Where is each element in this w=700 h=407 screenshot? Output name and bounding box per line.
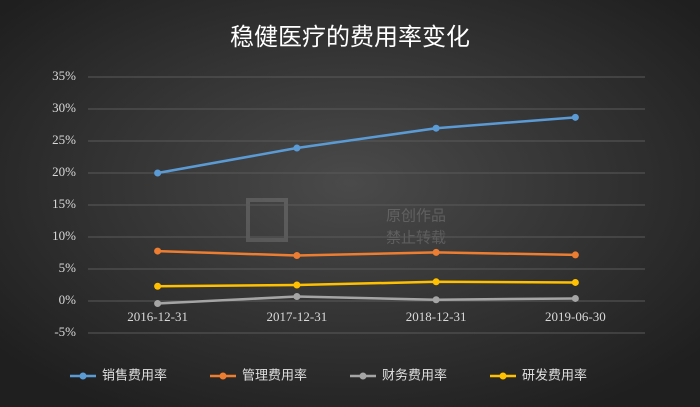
y-tick-label: 15% <box>52 196 76 211</box>
data-point <box>293 293 301 301</box>
y-tick-label: 20% <box>52 164 76 179</box>
x-tick-label: 2017-12-31 <box>267 309 328 324</box>
x-tick-label: 2016-12-31 <box>127 309 188 324</box>
y-tick-label: 10% <box>52 228 76 243</box>
y-tick-label: 35% <box>52 68 76 83</box>
data-point <box>571 294 579 302</box>
legend-swatch-dot <box>79 372 87 380</box>
data-point <box>432 248 440 256</box>
data-point <box>432 124 440 132</box>
data-point <box>293 281 301 289</box>
y-tick-label: 0% <box>59 292 77 307</box>
data-point <box>154 300 162 308</box>
data-point <box>432 278 440 286</box>
data-point <box>432 296 440 304</box>
data-point <box>154 169 162 177</box>
data-point <box>293 144 301 152</box>
y-tick-label: -5% <box>54 324 76 339</box>
watermark-logo <box>246 198 288 242</box>
x-tick-label: 2018-12-31 <box>406 309 467 324</box>
legend-label: 财务费用率 <box>382 368 447 384</box>
y-tick-label: 25% <box>52 132 76 147</box>
y-tick-label: 30% <box>52 100 76 115</box>
legend-label: 管理费用率 <box>242 368 307 384</box>
legend-label: 销售费用率 <box>102 368 167 384</box>
chart-title: 稳健医疗的费用率变化 <box>230 23 470 51</box>
series-line <box>157 116 576 175</box>
watermark-text: 原创作品 <box>386 207 446 225</box>
legend-swatch-dot <box>499 372 507 380</box>
legend-swatch-dot <box>359 372 367 380</box>
legend-swatch-dot <box>219 372 227 380</box>
data-point <box>154 247 162 255</box>
y-tick-label: 5% <box>59 260 77 275</box>
data-point <box>154 282 162 290</box>
data-point <box>571 251 579 259</box>
x-tick-label: 2019-06-30 <box>545 309 606 324</box>
data-point <box>293 252 301 260</box>
legend-label: 研发费用率 <box>522 368 587 384</box>
series-line <box>157 249 576 257</box>
data-point <box>571 278 579 286</box>
series-line <box>157 280 576 288</box>
series-line <box>157 295 576 305</box>
data-point <box>571 113 579 121</box>
